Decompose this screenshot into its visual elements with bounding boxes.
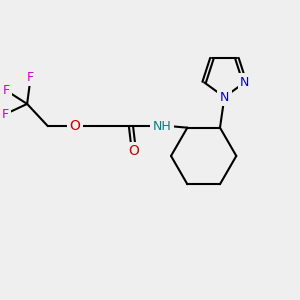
Text: F: F — [3, 84, 10, 97]
Text: NH: NH — [153, 120, 172, 133]
Text: N: N — [240, 76, 249, 89]
Text: F: F — [27, 71, 34, 84]
Text: O: O — [128, 144, 140, 158]
Text: O: O — [69, 119, 80, 133]
Text: F: F — [1, 108, 8, 121]
Text: N: N — [220, 91, 229, 103]
